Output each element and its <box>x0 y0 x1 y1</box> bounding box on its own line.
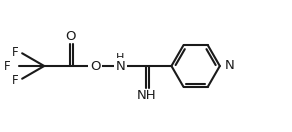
Text: F: F <box>12 46 19 59</box>
Text: O: O <box>65 30 76 43</box>
Text: F: F <box>4 60 11 72</box>
Text: H: H <box>116 53 125 63</box>
Text: NH: NH <box>137 89 157 102</box>
Text: F: F <box>12 74 19 87</box>
Text: N: N <box>225 58 234 72</box>
Text: N: N <box>116 60 126 72</box>
Text: O: O <box>90 60 100 72</box>
